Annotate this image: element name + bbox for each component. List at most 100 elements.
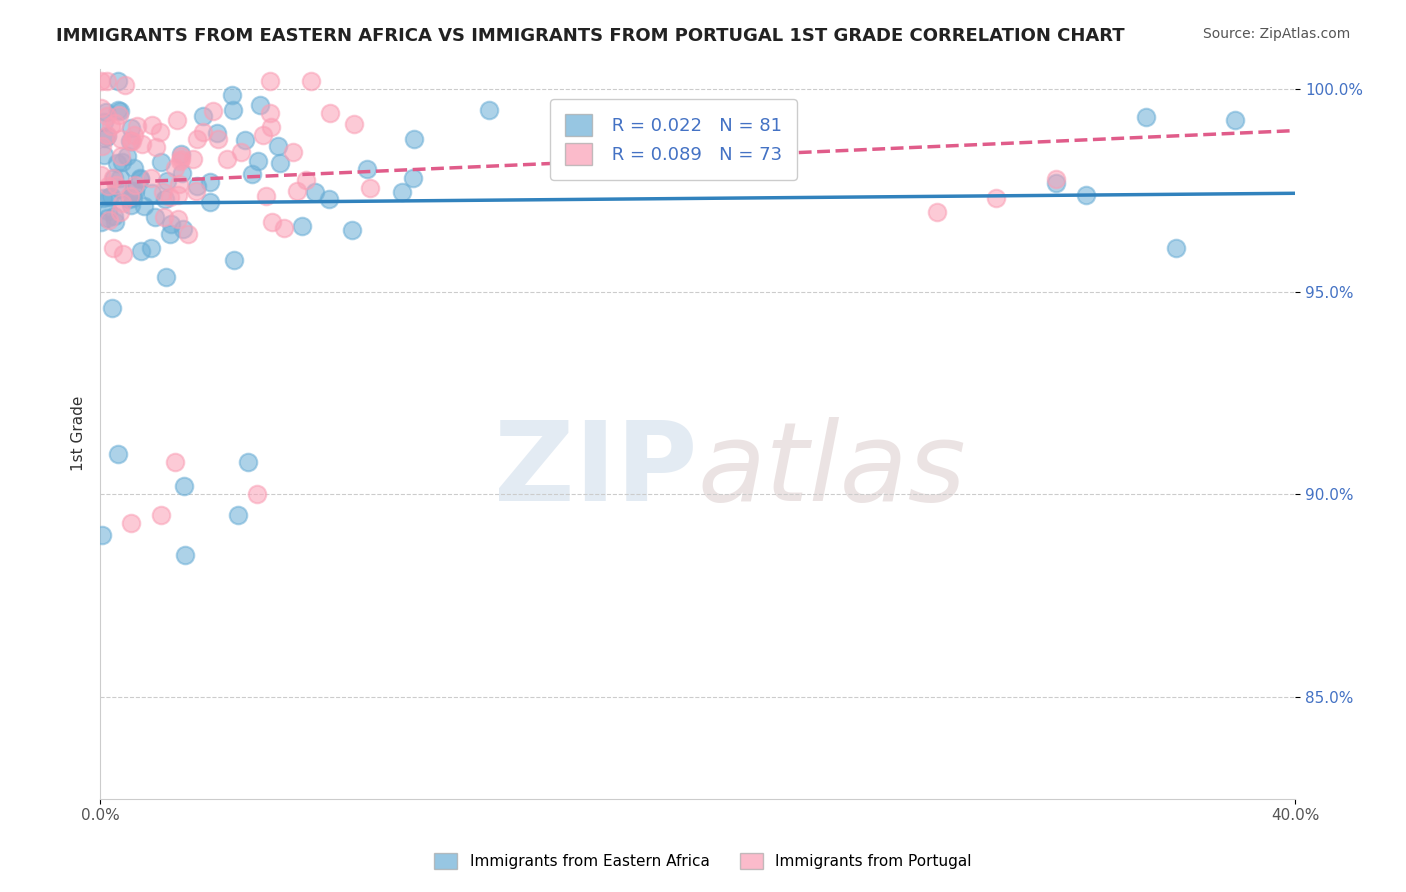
Point <box>90 214 112 228</box>
Point <box>100 189 122 203</box>
Point <box>173 479 195 493</box>
Point <box>155 269 177 284</box>
Text: atlas: atlas <box>697 417 966 524</box>
Point <box>259 73 281 87</box>
Point <box>273 221 295 235</box>
Point <box>259 106 281 120</box>
Point <box>108 108 131 122</box>
Point <box>122 161 145 175</box>
Point <box>104 116 127 130</box>
Point <box>207 132 229 146</box>
Point <box>177 227 200 242</box>
Point <box>202 104 225 119</box>
Point <box>249 98 271 112</box>
Point <box>91 528 114 542</box>
Point <box>269 156 291 170</box>
Point <box>252 128 274 143</box>
Point <box>1135 110 1157 124</box>
Point <box>124 128 146 143</box>
Point <box>170 149 193 163</box>
Point <box>1164 241 1187 255</box>
Point <box>145 140 167 154</box>
Point <box>118 134 141 148</box>
Point <box>104 215 127 229</box>
Point <box>1045 176 1067 190</box>
Point <box>139 171 162 186</box>
Point <box>91 139 114 153</box>
Point <box>285 185 308 199</box>
Point <box>121 184 143 198</box>
Point <box>283 145 305 160</box>
Y-axis label: 1st Grade: 1st Grade <box>72 396 86 471</box>
Point <box>254 189 277 203</box>
Point <box>221 88 243 103</box>
Point <box>260 120 283 134</box>
Point <box>91 191 114 205</box>
Point <box>247 154 270 169</box>
Point <box>478 103 501 117</box>
Point <box>160 217 183 231</box>
Point <box>222 252 245 267</box>
Point <box>402 171 425 186</box>
Point <box>134 199 156 213</box>
Point <box>267 139 290 153</box>
Point <box>200 175 222 189</box>
Point <box>96 104 118 119</box>
Point <box>110 155 132 169</box>
Point <box>103 170 125 185</box>
Point <box>98 213 121 227</box>
Point <box>121 134 143 148</box>
Point <box>120 516 142 530</box>
Point <box>925 205 948 219</box>
Point <box>153 210 176 224</box>
Point <box>193 109 215 123</box>
Point <box>167 177 190 191</box>
Point <box>986 191 1008 205</box>
Point <box>159 227 181 242</box>
Point <box>391 186 413 200</box>
Point <box>238 455 260 469</box>
Point <box>141 118 163 132</box>
Point <box>105 156 128 170</box>
Point <box>169 153 191 168</box>
Point <box>215 152 238 166</box>
Point <box>98 189 121 203</box>
Point <box>343 117 366 131</box>
Point <box>318 192 340 206</box>
Point <box>93 115 115 129</box>
Text: ZIP: ZIP <box>495 417 697 524</box>
Point <box>96 109 118 123</box>
Text: Source: ZipAtlas.com: Source: ZipAtlas.com <box>1202 27 1350 41</box>
Point <box>96 73 118 87</box>
Point <box>198 195 221 210</box>
Point <box>1074 187 1097 202</box>
Point <box>117 192 139 206</box>
Point <box>262 215 284 229</box>
Point <box>184 185 207 199</box>
Point <box>108 103 131 118</box>
Point <box>181 153 204 167</box>
Point <box>246 487 269 501</box>
Point <box>172 222 194 236</box>
Point <box>150 154 173 169</box>
Point <box>118 188 141 202</box>
Point <box>124 184 146 198</box>
Point <box>186 132 208 146</box>
Point <box>107 103 129 118</box>
Point <box>152 185 174 199</box>
Point <box>90 168 112 182</box>
Point <box>295 172 318 186</box>
Point <box>170 166 193 180</box>
Point <box>96 128 118 143</box>
Point <box>90 101 112 115</box>
Point <box>1045 172 1067 186</box>
Point <box>110 132 132 146</box>
Point <box>127 119 149 133</box>
Point <box>166 211 188 226</box>
Point <box>231 145 253 159</box>
Point <box>121 191 143 205</box>
Point <box>129 244 152 259</box>
Point <box>120 134 142 148</box>
Point <box>153 192 176 206</box>
Point <box>222 103 245 117</box>
